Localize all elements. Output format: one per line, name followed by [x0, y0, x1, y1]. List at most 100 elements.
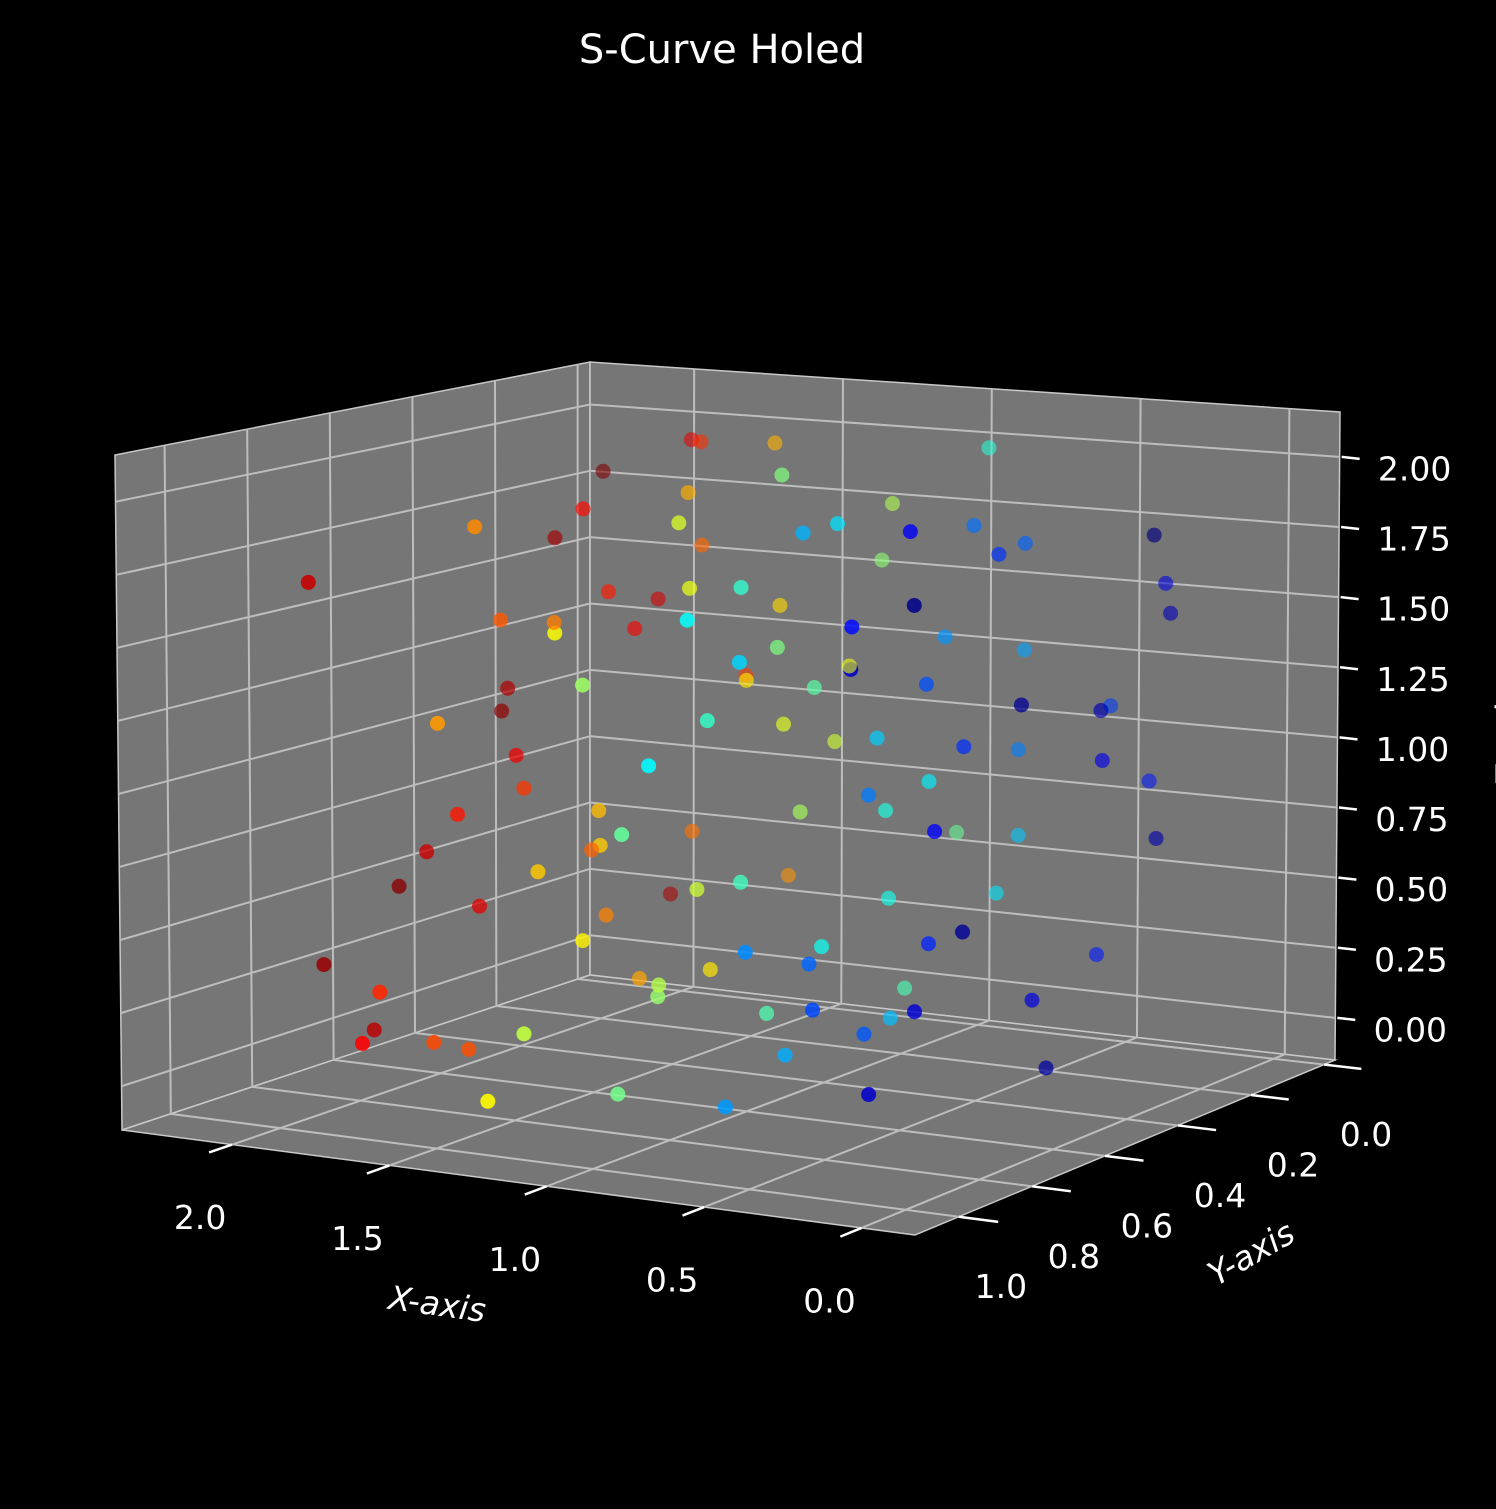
point [1094, 753, 1110, 769]
grid-line [577, 978, 1325, 1066]
point [878, 803, 894, 819]
point [627, 621, 643, 637]
point [426, 1034, 442, 1050]
point [650, 591, 666, 607]
z-tick-label: 1.25 [1376, 660, 1449, 699]
z-tick-label: 0.25 [1374, 940, 1447, 979]
z-tick-label: 0.50 [1375, 870, 1448, 909]
grid-line [589, 602, 1339, 669]
point [955, 924, 971, 940]
y-tick-label: 0.4 [1194, 1176, 1246, 1215]
point [806, 680, 822, 696]
point [530, 864, 546, 880]
grid-line [496, 1005, 1252, 1096]
z-tick-label: 1.50 [1377, 590, 1450, 629]
tick-mark [1339, 666, 1359, 671]
point [584, 842, 600, 858]
point [679, 612, 695, 628]
tick-mark [1340, 525, 1360, 531]
grid-line [988, 388, 993, 1021]
grid-line [589, 469, 1340, 529]
point [614, 827, 630, 843]
point [300, 574, 316, 590]
point [795, 525, 811, 541]
tick-mark [1338, 806, 1358, 811]
point [966, 517, 982, 533]
point [884, 496, 900, 512]
point [920, 936, 936, 952]
point [1017, 535, 1033, 551]
grid-line [589, 668, 1338, 739]
point [937, 629, 953, 645]
pane-back [589, 361, 1341, 1061]
point [1016, 642, 1032, 658]
point [717, 1099, 733, 1115]
point [575, 501, 591, 517]
tick-mark [958, 1215, 999, 1224]
tick-mark [682, 1205, 705, 1217]
tick-mark [1340, 595, 1359, 601]
point [737, 944, 753, 960]
point [776, 716, 792, 732]
point [767, 435, 783, 451]
point [1141, 773, 1157, 789]
point [1146, 527, 1162, 543]
x-tick-label: 1.0 [489, 1240, 541, 1279]
point [682, 580, 698, 596]
grid-line [389, 1002, 842, 1167]
x-tick-label: 0.0 [803, 1281, 855, 1320]
z-tick-label: 0.75 [1375, 800, 1448, 839]
point [1010, 742, 1026, 758]
point [780, 867, 796, 883]
point [861, 1087, 877, 1103]
point [419, 844, 435, 860]
tick-mark [1339, 736, 1358, 741]
point [694, 537, 710, 553]
point [830, 516, 846, 532]
point [733, 874, 749, 890]
point [591, 803, 607, 819]
tick-mark [1177, 1124, 1217, 1132]
point [777, 1047, 793, 1063]
grid-line [589, 403, 1340, 458]
point [316, 957, 332, 973]
point [805, 1002, 821, 1018]
point [918, 676, 934, 692]
tick-mark [524, 1185, 548, 1196]
point [981, 440, 997, 456]
point [699, 713, 715, 729]
z-axis-label: Z-axis [1489, 685, 1496, 785]
point [494, 703, 510, 719]
point [907, 1004, 923, 1020]
tick-mark [1338, 876, 1357, 881]
point [598, 907, 614, 923]
point [575, 933, 591, 949]
point [650, 989, 666, 1005]
tick-mark [1337, 1016, 1356, 1022]
point [774, 467, 790, 483]
point [500, 680, 516, 696]
point [1148, 830, 1164, 846]
point [1163, 605, 1179, 621]
point [827, 734, 843, 750]
y-tick-label: 1.0 [975, 1267, 1027, 1306]
x-tick-label: 1.5 [331, 1219, 383, 1258]
tick-mark [839, 1226, 862, 1238]
point [429, 715, 445, 731]
grid-line [589, 536, 1339, 599]
point [1013, 697, 1029, 713]
z-tick-label: 1.75 [1377, 520, 1450, 559]
point [731, 654, 747, 670]
grid-line [546, 1019, 990, 1188]
grid-line [116, 469, 591, 576]
point [1093, 703, 1109, 719]
y-tick-label: 0.2 [1267, 1146, 1319, 1185]
y-tick-label: 0.0 [1340, 1115, 1392, 1154]
point [949, 824, 965, 840]
point [738, 672, 754, 688]
tick-mark [1031, 1185, 1072, 1193]
point [492, 612, 508, 628]
grid-line [116, 536, 591, 649]
point [988, 885, 1004, 901]
point [1010, 827, 1026, 843]
